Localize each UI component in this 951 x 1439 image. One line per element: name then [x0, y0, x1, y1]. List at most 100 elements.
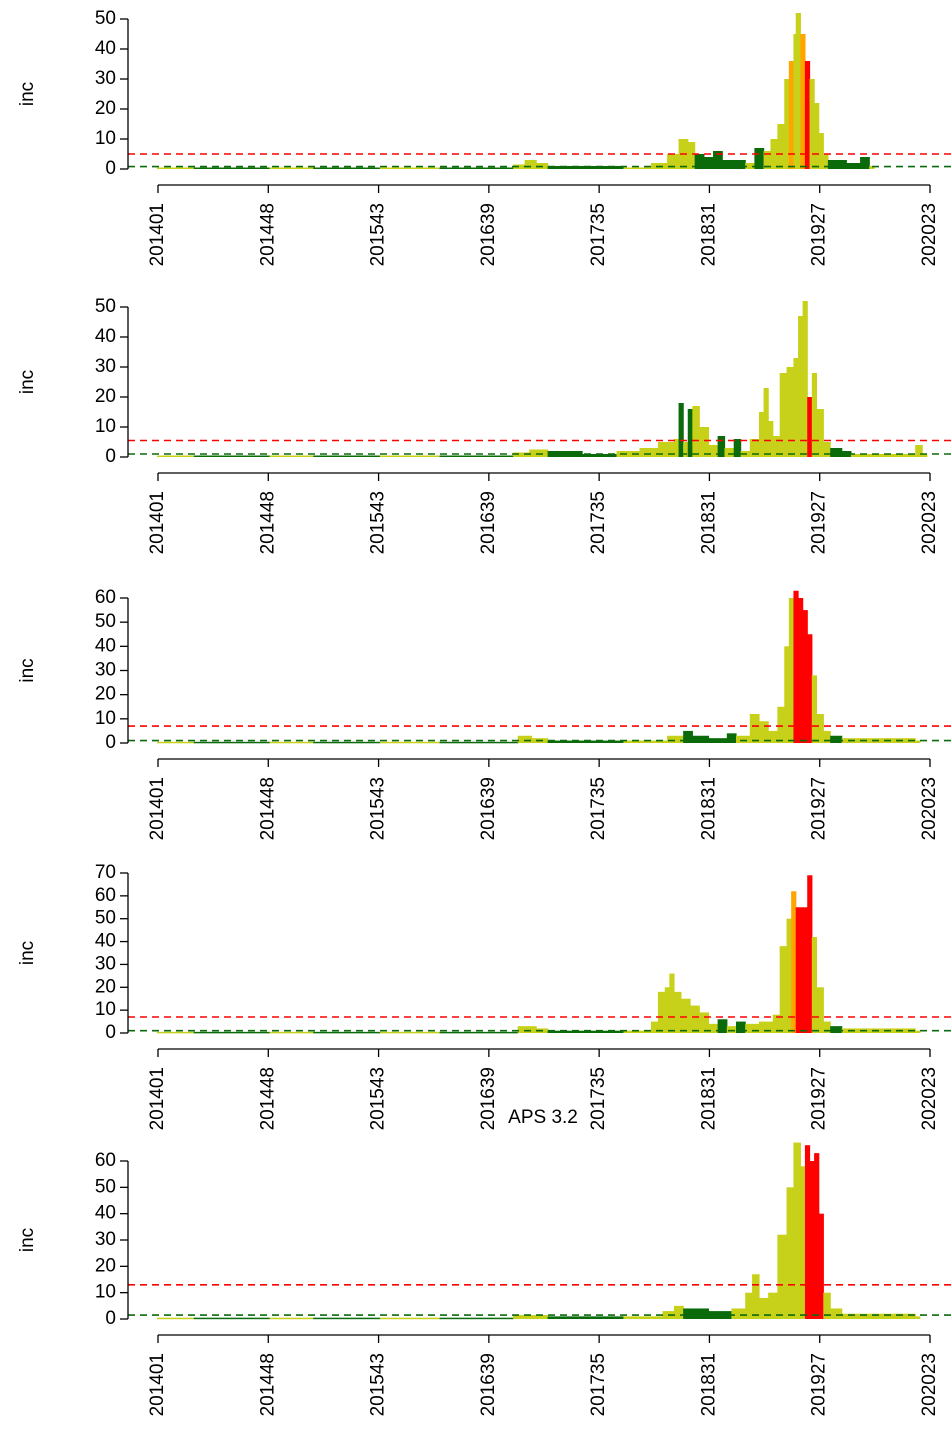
bar: [582, 454, 618, 457]
y-tick-label: 10: [95, 416, 116, 437]
bar: [517, 1026, 537, 1033]
x-tick-label: 201448: [257, 1353, 278, 1416]
x-tick-label: 201543: [368, 1353, 389, 1416]
x-tick-label: 201448: [257, 1067, 278, 1130]
bar: [830, 448, 843, 457]
bar: [802, 907, 808, 1033]
bar: [683, 1308, 710, 1319]
x-tick-label: 201448: [257, 203, 278, 266]
y-axis-label: inc: [17, 370, 38, 394]
bar: [768, 421, 774, 457]
bar: [795, 907, 804, 1033]
bar: [547, 1316, 625, 1319]
bar: [157, 455, 195, 457]
bar: [699, 427, 710, 457]
bar: [804, 1145, 811, 1319]
x-tick-label: 201831: [698, 1353, 719, 1416]
bar: [623, 167, 652, 169]
bar: [690, 1005, 700, 1033]
bar: [793, 34, 797, 169]
x-tick-label: 201927: [809, 1067, 830, 1130]
bar: [157, 741, 195, 744]
bar: [745, 1023, 760, 1033]
bar: [798, 316, 804, 457]
x-tick-label: 201927: [809, 491, 830, 554]
bar: [269, 167, 314, 169]
bar: [816, 409, 824, 457]
bar: [754, 148, 765, 169]
bar: [793, 358, 799, 457]
bar: [269, 1317, 314, 1320]
y-tick-label: 30: [95, 1229, 116, 1250]
x-tick-label: 201639: [478, 491, 499, 554]
y-tick-label: 30: [95, 68, 116, 89]
x-tick-label: 201543: [368, 203, 389, 266]
bar: [667, 154, 680, 169]
bar: [726, 733, 737, 743]
bar: [639, 448, 659, 457]
bar: [758, 721, 769, 743]
x-tick-label: 201927: [809, 1353, 830, 1416]
bar: [524, 160, 537, 169]
y-tick-label: 50: [95, 1176, 116, 1197]
bar: [802, 301, 808, 457]
x-tick-label: 201735: [588, 1067, 609, 1130]
bar: [269, 741, 314, 744]
y-tick-label: 30: [95, 356, 116, 377]
bar: [841, 451, 852, 457]
bar: [823, 154, 829, 169]
x-tick-label: 202023: [919, 203, 940, 266]
x-tick-label: 201831: [698, 491, 719, 554]
y-tick-label: 60: [95, 587, 116, 608]
bar: [786, 367, 795, 457]
bar: [708, 1023, 719, 1033]
bar: [439, 1031, 519, 1034]
bars: [157, 13, 875, 169]
bar: [758, 1297, 769, 1319]
y-tick-label: 0: [105, 158, 116, 179]
bar: [157, 167, 195, 169]
bar: [818, 1213, 824, 1319]
x-tick-label: 201543: [368, 1067, 389, 1130]
bar: [657, 991, 666, 1033]
x-tick-label: 201639: [478, 1353, 499, 1416]
bar: [708, 445, 719, 457]
bar: [772, 1014, 781, 1033]
bar: [850, 454, 916, 457]
bar: [313, 1317, 381, 1320]
bars: [157, 1142, 921, 1320]
bar: [777, 1234, 788, 1319]
x-tick-label: 201401: [147, 491, 168, 554]
y-tick-label: 30: [95, 660, 116, 681]
bar: [823, 1292, 831, 1319]
bar: [687, 142, 696, 169]
bar: [915, 445, 923, 457]
bar: [673, 439, 680, 457]
bar: [193, 1317, 271, 1320]
bar: [818, 133, 824, 169]
bar: [763, 388, 769, 457]
bar: [814, 1153, 820, 1319]
bar: [379, 167, 441, 169]
bar: [798, 598, 804, 743]
x-tick-label: 201401: [147, 777, 168, 840]
bar: [439, 167, 514, 169]
bar: [623, 740, 668, 743]
x-tick-label: 201831: [698, 1067, 719, 1130]
bar: [800, 1166, 806, 1319]
bar: [193, 455, 271, 457]
bar: [157, 1317, 195, 1320]
bar: [922, 454, 928, 457]
bar: [193, 741, 271, 744]
bar: [841, 1313, 916, 1319]
bar: [513, 1315, 549, 1319]
bar: [772, 436, 781, 457]
x-tick-label: 201639: [478, 1067, 499, 1130]
bar: [823, 442, 831, 457]
bar: [768, 730, 778, 743]
bar: [683, 730, 693, 743]
bar: [513, 452, 530, 457]
x-tick-label: 202023: [919, 491, 940, 554]
bar: [823, 1021, 831, 1033]
bar: [770, 139, 778, 169]
